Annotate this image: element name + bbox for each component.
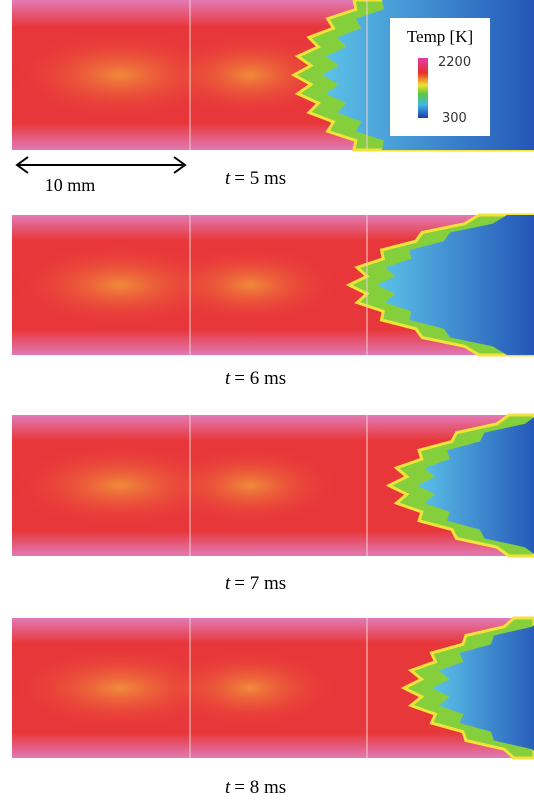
time-variable: t — [225, 777, 231, 798]
page: {"legend": {"title": "Temp [K]", "max_la… — [0, 0, 534, 802]
time-value: = 8 ms — [234, 777, 286, 798]
hot-core — [160, 446, 340, 525]
hot-core — [160, 246, 340, 324]
hot-core — [160, 649, 340, 727]
time-value: = 6 ms — [234, 368, 286, 389]
colorbar — [418, 58, 428, 118]
time-value: = 7 ms — [234, 573, 286, 594]
time-variable: t — [225, 368, 231, 389]
temperature-panel — [10, 415, 534, 556]
scale-label: 10 mm — [45, 175, 96, 195]
figure: t= 5 mst= 6 mst= 7 mst= 8 ms Temp [K] 22… — [0, 0, 534, 802]
temperature-panel — [10, 618, 534, 758]
temperature-panel — [10, 215, 534, 355]
time-variable: t — [225, 168, 231, 189]
time-label: t= 5 ms — [225, 168, 286, 189]
time-variable: t — [225, 573, 231, 594]
time-label: t= 8 ms — [225, 777, 286, 798]
legend-title: Temp [K] — [407, 27, 473, 46]
time-label: t= 7 ms — [225, 573, 286, 594]
scale-bar: 10 mm — [17, 157, 185, 195]
legend: Temp [K] 2200 300 — [390, 18, 490, 136]
time-label: t= 6 ms — [225, 368, 286, 389]
colorbar-max: 2200 — [438, 55, 471, 70]
colorbar-min: 300 — [442, 111, 467, 126]
time-value: = 5 ms — [234, 168, 286, 189]
